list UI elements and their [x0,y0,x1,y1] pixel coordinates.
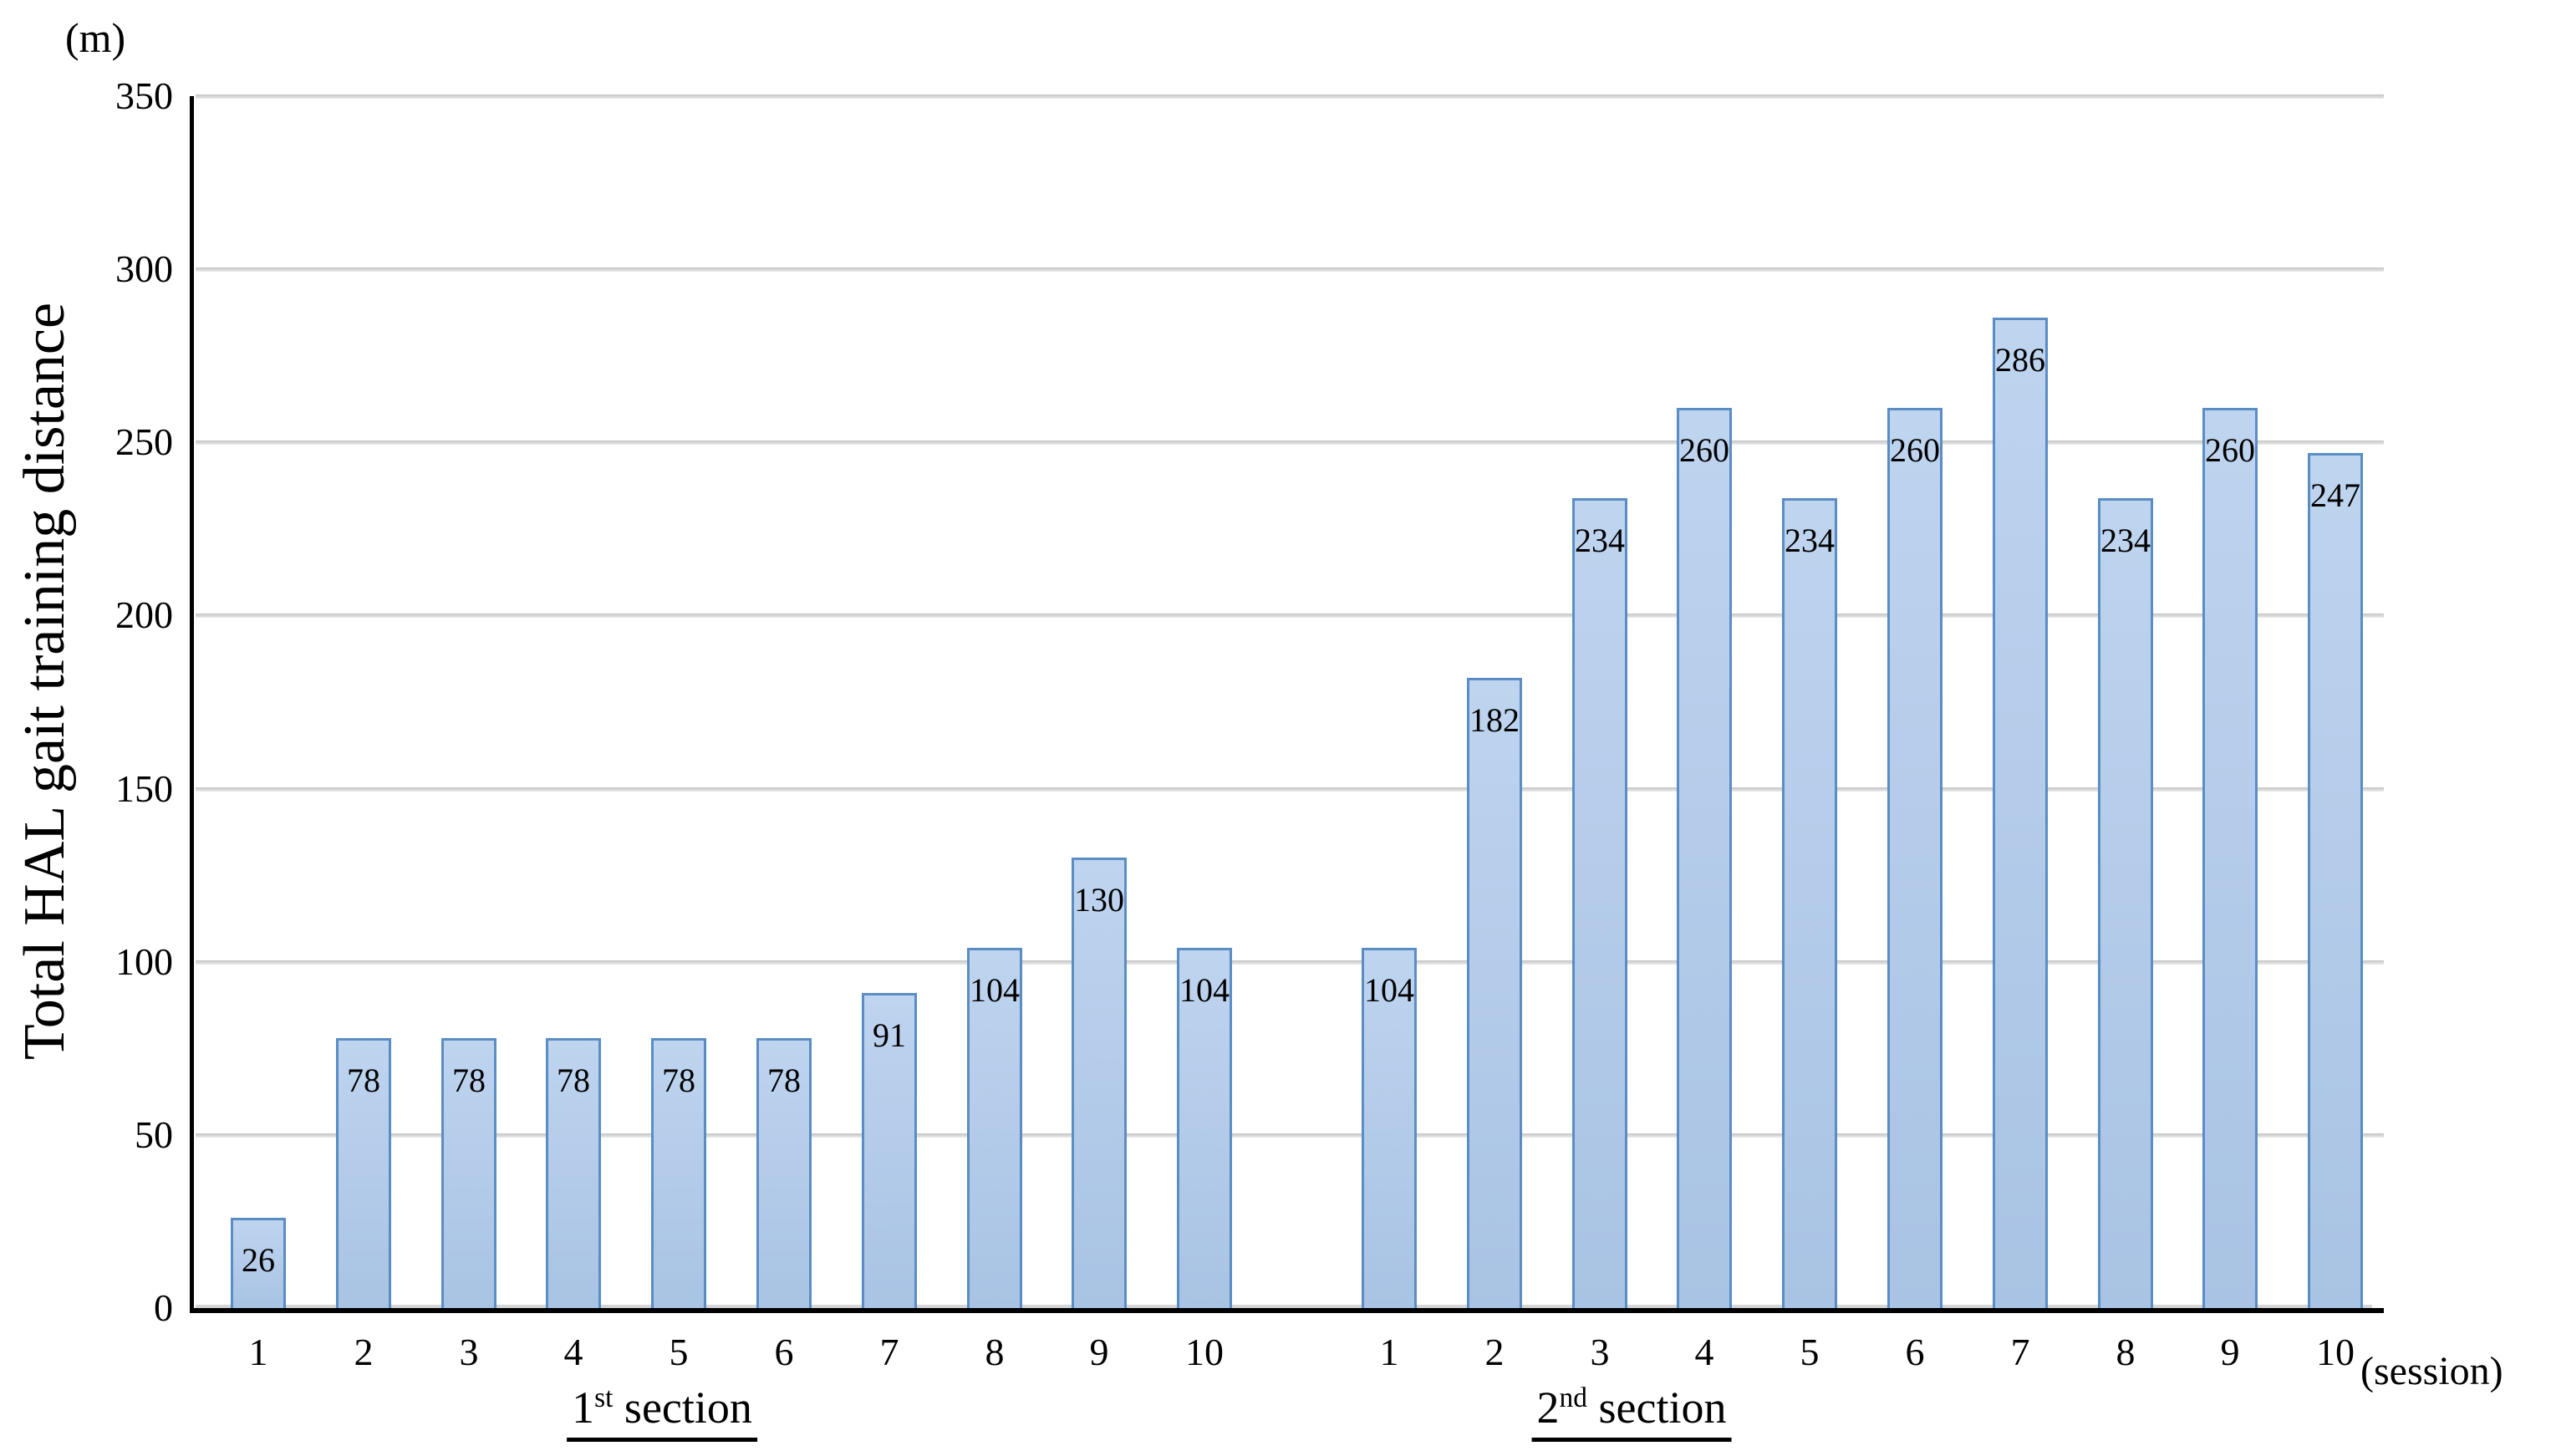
x-tick-label-section2-5: 5 [1800,1331,1820,1373]
gridline-250 [196,440,2384,445]
bar-section2-session10: 247 [2308,453,2363,1308]
bar-section2-session1: 104 [1362,948,1417,1308]
bar-value-label: 234 [1785,522,1835,559]
bar-value-label: 234 [2100,522,2151,559]
bar-section2-session6: 260 [1887,408,1943,1308]
bar-value-label: 260 [1890,431,1940,469]
y-tick-label-150: 150 [115,767,173,810]
zero-baseline-gridline [196,1305,2372,1308]
bar-value-label: 26 [242,1241,275,1279]
bar-section1-session2: 78 [336,1038,391,1308]
bar-value-label: 91 [873,1016,906,1054]
bar-section1-session1: 26 [231,1218,286,1308]
bar-value-label: 104 [1179,971,1230,1009]
bar-section1-session9: 130 [1072,858,1127,1308]
bar-value-label: 182 [1469,701,1520,739]
x-axis-unit-label: (session) [2360,1349,2503,1393]
bar-value-label: 130 [1074,881,1124,919]
bar-section1-session7: 91 [862,993,917,1308]
x-tick-label-section1-1: 1 [248,1331,268,1373]
bar-value-label: 247 [2310,476,2360,514]
bar-section2-session7: 286 [1993,318,2048,1308]
gridline-300 [196,267,2384,272]
x-tick-label-section1-10: 10 [1185,1331,1224,1373]
bar-section2-session9: 260 [2202,408,2258,1308]
section-2-label: 2nd section [1531,1382,1732,1442]
plot-area: 26 78 78 78 78 78 91 104 130 104 104 182 234 260 234 26… [190,94,2384,1313]
x-tick-label-section1-3: 3 [459,1331,479,1373]
x-axis-line [190,1308,2384,1313]
bar-value-label: 104 [1364,971,1414,1009]
gridline-200 [196,613,2384,618]
section-2-label-text: 2nd section [1531,1382,1732,1442]
bar-value-label: 78 [347,1061,380,1099]
x-tick-label-section2-9: 9 [2220,1331,2240,1373]
bar-value-label: 260 [1679,431,1729,469]
bar-value-label: 104 [970,971,1020,1009]
x-tick-label-section1-7: 7 [879,1331,899,1373]
bar-section2-session4: 260 [1677,408,1732,1308]
bar-section2-session3: 234 [1572,498,1627,1308]
gridline-50 [196,1133,2384,1138]
y-tick-label-100: 100 [115,940,173,983]
y-tick-label-350: 350 [115,74,173,117]
bar-section2-session8: 234 [2098,498,2153,1308]
y-tick-label-200: 200 [115,593,173,636]
x-tick-label-section1-9: 9 [1089,1331,1109,1373]
y-tick-label-50: 50 [135,1113,173,1156]
y-tick-label-0: 0 [154,1286,173,1329]
x-tick-label-section2-10: 10 [2316,1331,2355,1373]
y-tick-label-300: 300 [115,247,173,290]
gridline-100 [196,960,2384,965]
x-tick-label-section2-2: 2 [1484,1331,1505,1373]
gridline-150 [196,787,2384,792]
bar-value-label: 78 [662,1061,695,1099]
bar-value-label: 286 [1995,341,2045,379]
bar-section1-session3: 78 [441,1038,496,1308]
x-tick-label-section2-3: 3 [1590,1331,1610,1373]
x-tick-label-section2-4: 4 [1694,1331,1714,1373]
x-tick-label-section2-6: 6 [1905,1331,1925,1373]
gridline-350 [196,94,2384,99]
y-tick-label-250: 250 [115,420,173,463]
bar-value-label: 78 [767,1061,801,1099]
x-tick-label-section1-8: 8 [985,1331,1005,1373]
bar-value-label: 260 [2205,431,2255,469]
bar-value-label: 78 [557,1061,590,1099]
bar-section1-session4: 78 [546,1038,601,1308]
bar-section1-session5: 78 [651,1038,706,1308]
bar-value-label: 78 [452,1061,486,1099]
x-tick-label-section1-6: 6 [774,1331,794,1373]
bar-section2-session5: 234 [1782,498,1837,1308]
y-axis-unit-label: (m) [65,14,126,61]
section-1-label: 1st section [567,1382,757,1442]
bar-value-label: 234 [1575,522,1625,559]
x-tick-label-section1-5: 5 [669,1331,689,1373]
section-1-label-text: 1st section [567,1382,757,1442]
y-axis-line [190,96,194,1313]
bar-section1-session10: 104 [1177,948,1232,1308]
bar-section1-session6: 78 [756,1038,812,1308]
x-tick-label-section1-2: 2 [354,1331,374,1373]
x-tick-label-section2-7: 7 [2010,1331,2030,1373]
x-tick-label-section1-4: 4 [563,1331,583,1373]
bar-section2-session2: 182 [1467,678,1522,1308]
x-tick-label-section2-1: 1 [1379,1331,1399,1373]
x-tick-label-section2-8: 8 [2116,1331,2136,1373]
bar-section1-session8: 104 [967,948,1022,1308]
